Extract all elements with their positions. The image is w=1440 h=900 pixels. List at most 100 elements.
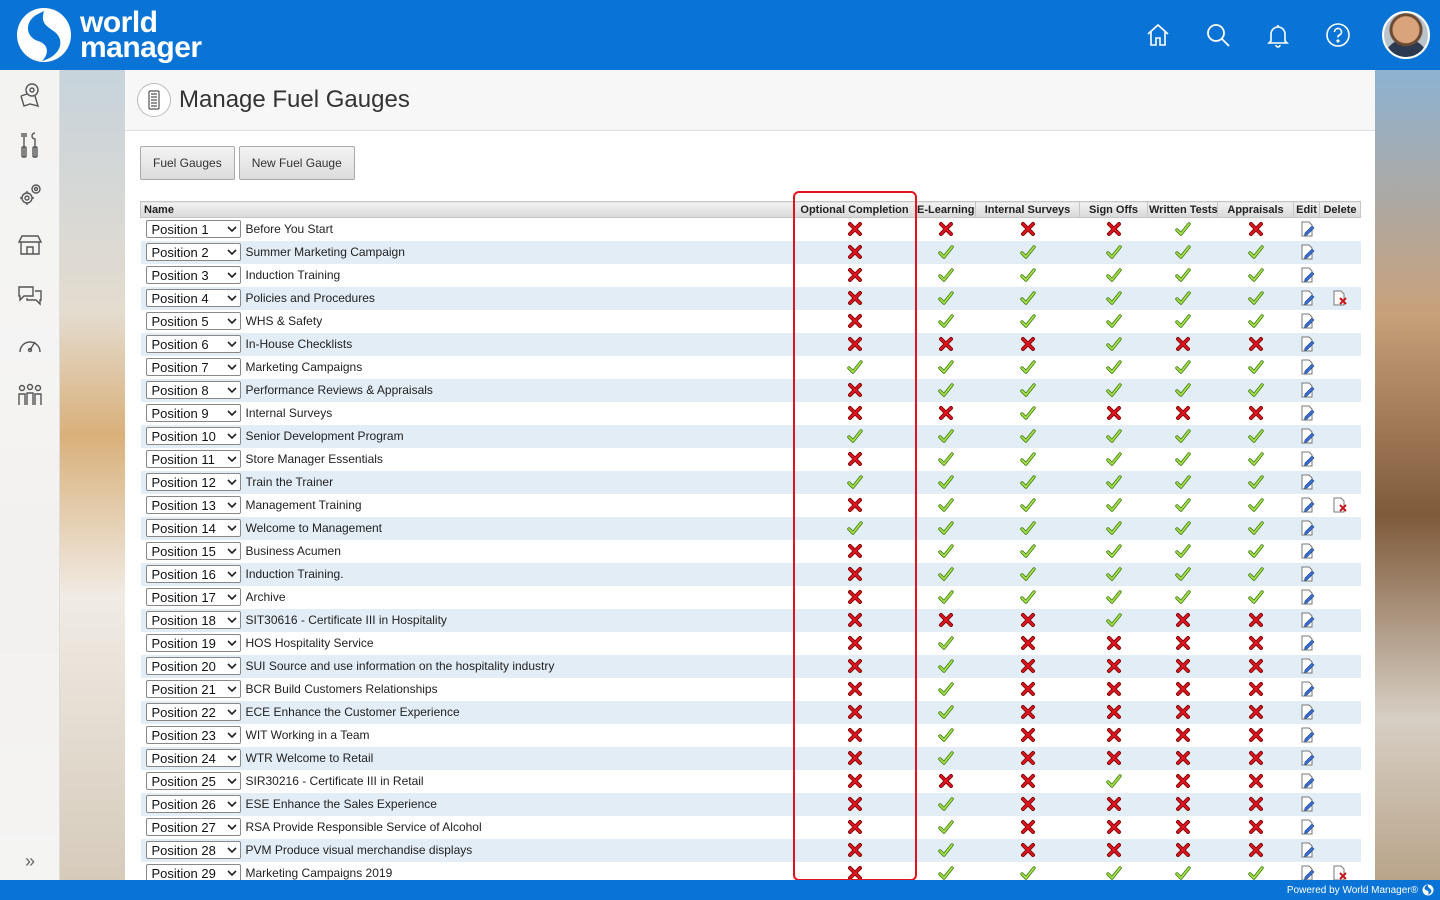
sign-offs-cell[interactable] [1079, 746, 1148, 770]
elearning-cell[interactable] [916, 402, 976, 425]
check-icon[interactable] [1019, 566, 1036, 581]
cross-icon[interactable] [1248, 336, 1264, 351]
check-icon[interactable] [1174, 359, 1191, 374]
edit-icon[interactable] [1299, 359, 1315, 375]
check-icon[interactable] [1105, 865, 1122, 880]
written-tests-cell[interactable] [1147, 470, 1218, 494]
sign-offs-cell[interactable] [1080, 494, 1148, 517]
check-icon[interactable] [937, 267, 954, 282]
position-select[interactable]: Position 18 [145, 611, 241, 629]
check-icon[interactable] [1174, 865, 1191, 880]
chat-icon[interactable] [0, 270, 60, 320]
position-select[interactable]: Position 7 [145, 358, 241, 376]
position-select[interactable]: Position 20 [145, 657, 241, 675]
internal-surveys-cell[interactable] [976, 632, 1080, 655]
check-icon[interactable] [937, 796, 954, 811]
gauge-icon[interactable] [0, 320, 60, 370]
check-icon[interactable] [1019, 520, 1036, 535]
check-icon[interactable] [1105, 773, 1122, 788]
sign-offs-cell[interactable] [1079, 838, 1148, 862]
cross-icon[interactable] [1106, 796, 1122, 811]
cross-icon[interactable] [847, 842, 863, 857]
sign-offs-cell[interactable] [1080, 724, 1148, 747]
optional-completion-cell[interactable] [793, 608, 916, 632]
edit-cell[interactable] [1294, 356, 1320, 379]
position-select[interactable]: Position 26 [145, 795, 241, 813]
sign-offs-cell[interactable] [1079, 332, 1148, 356]
sign-offs-cell[interactable] [1080, 402, 1148, 425]
appraisals-cell[interactable] [1218, 494, 1294, 517]
appraisals-cell[interactable] [1218, 264, 1294, 287]
check-icon[interactable] [1247, 290, 1264, 305]
cross-icon[interactable] [1248, 405, 1264, 420]
cross-icon[interactable] [847, 313, 863, 328]
appraisals-cell[interactable] [1218, 356, 1294, 379]
optional-completion-cell[interactable] [794, 816, 916, 839]
sign-offs-cell[interactable] [1080, 816, 1148, 839]
cross-icon[interactable] [1248, 750, 1264, 765]
delete-icon[interactable] [1332, 865, 1348, 881]
optional-completion-cell[interactable] [794, 862, 916, 885]
cross-icon[interactable] [847, 681, 863, 696]
cross-icon[interactable] [1106, 704, 1122, 719]
optional-completion-cell[interactable] [794, 218, 916, 241]
check-icon[interactable] [1174, 428, 1191, 443]
cross-icon[interactable] [1248, 704, 1264, 719]
column-header-internal-surveys[interactable]: Internal Surveys [975, 201, 1080, 218]
edit-icon[interactable] [1299, 451, 1315, 467]
internal-surveys-cell[interactable] [976, 402, 1080, 425]
internal-surveys-cell[interactable] [975, 654, 1080, 678]
optional-completion-cell[interactable] [793, 792, 916, 816]
position-select[interactable]: Position 22 [145, 703, 241, 721]
cross-icon[interactable] [1248, 635, 1264, 650]
cross-icon[interactable] [847, 451, 863, 466]
check-icon[interactable] [1174, 543, 1191, 558]
optional-completion-cell[interactable] [794, 632, 916, 655]
cross-icon[interactable] [1020, 612, 1036, 627]
optional-completion-cell[interactable] [793, 332, 916, 356]
internal-surveys-cell[interactable] [976, 448, 1080, 471]
internal-surveys-cell[interactable] [975, 746, 1080, 770]
written-tests-cell[interactable] [1147, 378, 1218, 402]
written-tests-cell[interactable] [1148, 862, 1218, 885]
appraisals-cell[interactable] [1217, 700, 1294, 724]
sign-offs-cell[interactable] [1079, 792, 1148, 816]
bell-icon[interactable] [1248, 0, 1308, 70]
written-tests-cell[interactable] [1148, 540, 1218, 563]
optional-completion-cell[interactable] [794, 494, 916, 517]
written-tests-cell[interactable] [1148, 356, 1218, 379]
optional-completion-cell[interactable] [793, 562, 916, 586]
edit-icon[interactable] [1299, 865, 1315, 881]
edit-cell[interactable] [1294, 678, 1320, 701]
edit-cell[interactable] [1294, 218, 1320, 241]
people-icon[interactable] [0, 370, 60, 420]
edit-icon[interactable] [1299, 405, 1315, 421]
check-icon[interactable] [1105, 612, 1122, 627]
column-header-optional-completion[interactable]: Optional Completion [793, 201, 916, 218]
written-tests-cell[interactable] [1148, 586, 1218, 609]
cross-icon[interactable] [1020, 681, 1036, 696]
settings-gears-icon[interactable] [0, 170, 60, 220]
sign-offs-cell[interactable] [1080, 678, 1148, 701]
check-icon[interactable] [1019, 543, 1036, 558]
check-icon[interactable] [1247, 428, 1264, 443]
cross-icon[interactable] [1175, 819, 1191, 834]
edit-cell[interactable] [1293, 792, 1320, 816]
internal-surveys-cell[interactable] [975, 838, 1080, 862]
appraisals-cell[interactable] [1218, 862, 1294, 885]
appraisals-cell[interactable] [1218, 540, 1294, 563]
appraisals-cell[interactable] [1218, 310, 1294, 333]
cross-icon[interactable] [1175, 842, 1191, 857]
check-icon[interactable] [937, 520, 954, 535]
check-icon[interactable] [1019, 290, 1036, 305]
edit-icon[interactable] [1299, 244, 1315, 260]
cross-icon[interactable] [1106, 221, 1122, 237]
check-icon[interactable] [1019, 474, 1036, 489]
optional-completion-cell[interactable] [794, 448, 916, 471]
check-icon[interactable] [937, 290, 954, 305]
cross-icon[interactable] [847, 336, 863, 351]
elearning-cell[interactable] [915, 240, 976, 264]
position-select[interactable]: Position 19 [145, 634, 241, 652]
cross-icon[interactable] [1106, 405, 1122, 420]
edit-cell[interactable] [1293, 700, 1320, 724]
